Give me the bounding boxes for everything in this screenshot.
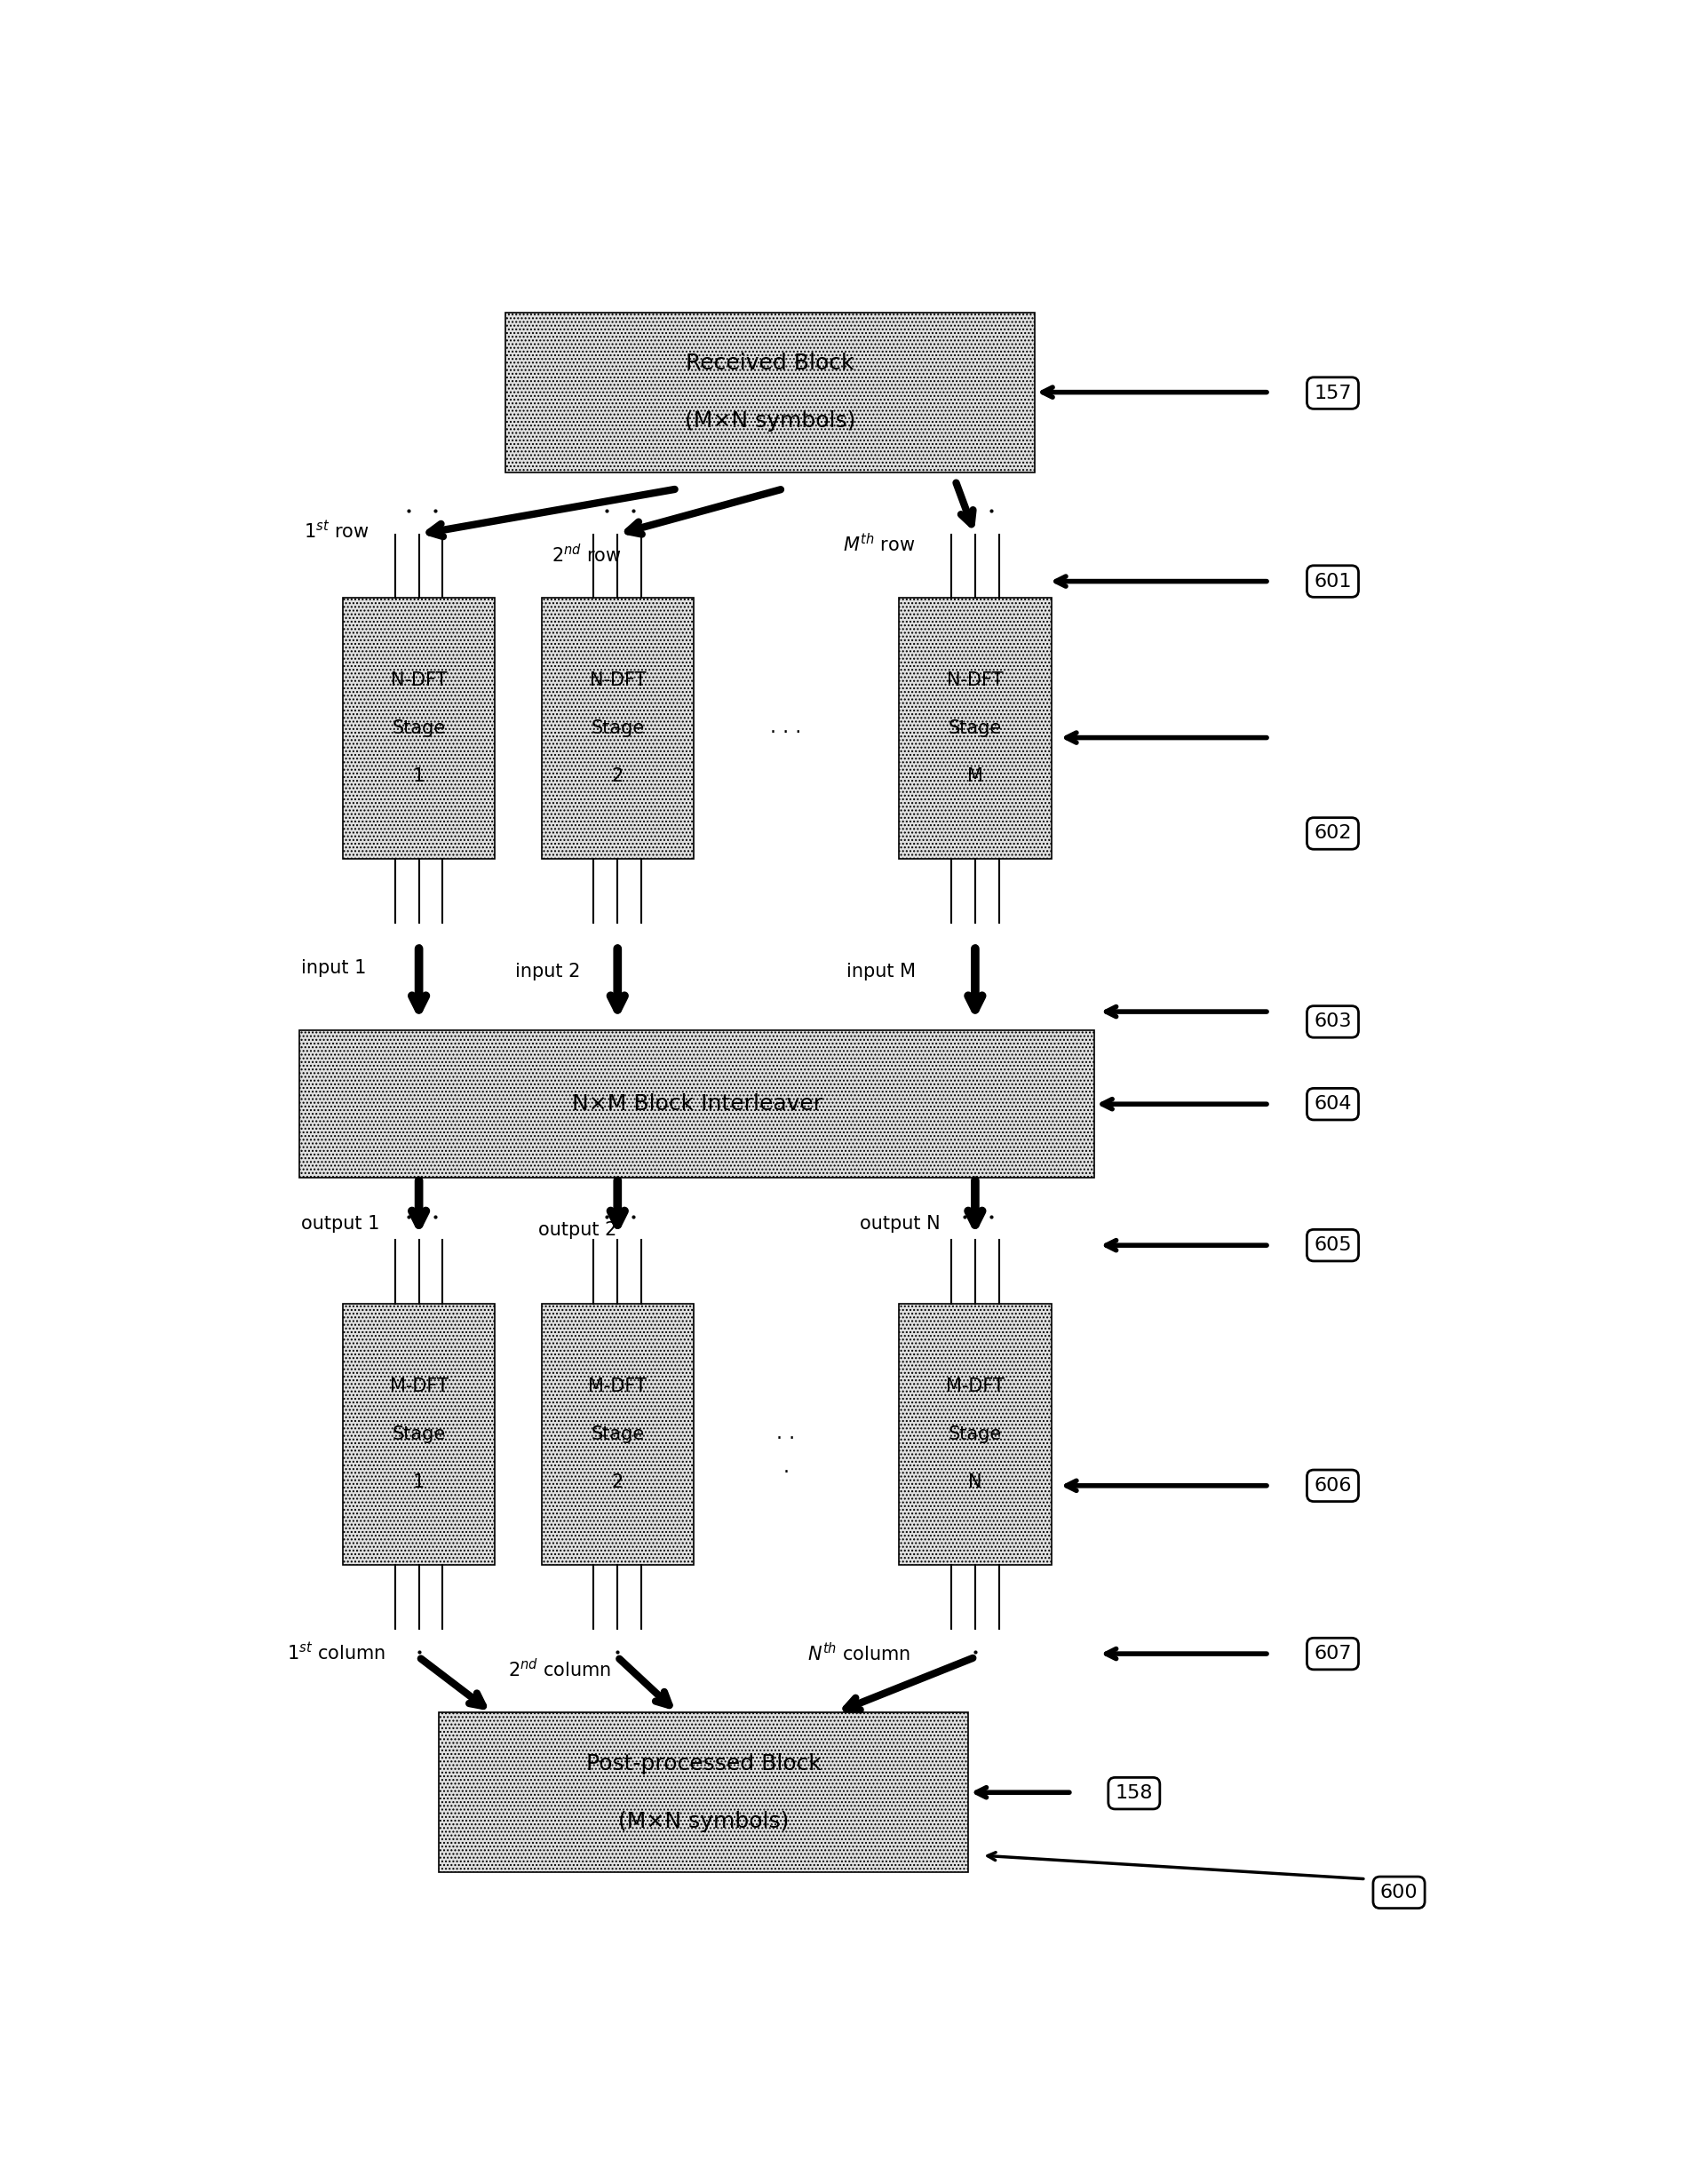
Text: M-DFT: M-DFT: [588, 1377, 646, 1395]
Text: 2: 2: [611, 1474, 623, 1491]
Text: 606: 606: [1313, 1476, 1351, 1495]
Text: N-DFT: N-DFT: [946, 672, 1003, 690]
Text: Stage: Stage: [391, 1425, 446, 1443]
Text: N: N: [968, 1474, 982, 1491]
Text: output N: output N: [859, 1214, 939, 1233]
Text: · ·: · ·: [775, 1430, 794, 1447]
Text: 602: 602: [1313, 825, 1351, 843]
Text: $M^{th}$ row: $M^{th}$ row: [842, 533, 914, 554]
Bar: [541, 598, 693, 858]
Text: $2^{nd}$ row: $2^{nd}$ row: [552, 544, 622, 565]
Text: Stage: Stage: [591, 1425, 644, 1443]
Text: Stage: Stage: [391, 720, 446, 738]
Text: 603: 603: [1313, 1013, 1351, 1030]
Text: Stage: Stage: [948, 1425, 1001, 1443]
Text: 607: 607: [1313, 1644, 1351, 1663]
Text: $2^{nd}$ column: $2^{nd}$ column: [507, 1657, 610, 1681]
Bar: [299, 1030, 1093, 1179]
Text: input 1: input 1: [301, 958, 366, 976]
Text: 157: 157: [1313, 384, 1351, 402]
Text: N×M Block Interleaver: N×M Block Interleaver: [572, 1094, 822, 1116]
Text: 1: 1: [413, 1474, 425, 1491]
Bar: [506, 312, 1035, 472]
Text: M-DFT: M-DFT: [389, 1377, 447, 1395]
Text: · · ·: · · ·: [770, 725, 801, 742]
Text: $N^{th}$ column: $N^{th}$ column: [806, 1642, 910, 1666]
Text: (M×N symbols): (M×N symbols): [685, 410, 854, 432]
Text: 604: 604: [1313, 1096, 1351, 1113]
Bar: [343, 1303, 495, 1565]
Text: N-DFT: N-DFT: [391, 672, 447, 690]
Text: (M×N symbols): (M×N symbols): [618, 1810, 789, 1832]
Text: M-DFT: M-DFT: [946, 1377, 1004, 1395]
Text: Stage: Stage: [948, 720, 1001, 738]
Text: $1^{st}$ column: $1^{st}$ column: [287, 1642, 384, 1663]
Bar: [343, 598, 495, 858]
Text: Received Block: Received Block: [685, 354, 854, 373]
Text: N-DFT: N-DFT: [589, 672, 646, 690]
Text: 601: 601: [1313, 572, 1351, 589]
Text: 600: 600: [1380, 1884, 1418, 1901]
Bar: [898, 598, 1050, 858]
Text: output 1: output 1: [301, 1214, 379, 1233]
Text: Stage: Stage: [591, 720, 644, 738]
Text: 605: 605: [1313, 1236, 1351, 1255]
Bar: [898, 1303, 1050, 1565]
Text: M: M: [967, 768, 982, 786]
Text: 1: 1: [413, 768, 425, 786]
Text: 158: 158: [1115, 1784, 1153, 1803]
Bar: [541, 1303, 693, 1565]
Bar: [439, 1714, 968, 1873]
Text: input 2: input 2: [516, 963, 581, 980]
Text: $1^{st}$ row: $1^{st}$ row: [304, 520, 369, 541]
Text: 2: 2: [611, 768, 623, 786]
Text: ·: ·: [782, 1463, 789, 1480]
Text: input M: input M: [845, 963, 915, 980]
Text: output 2: output 2: [538, 1220, 617, 1240]
Text: Post-processed Block: Post-processed Block: [586, 1753, 822, 1775]
